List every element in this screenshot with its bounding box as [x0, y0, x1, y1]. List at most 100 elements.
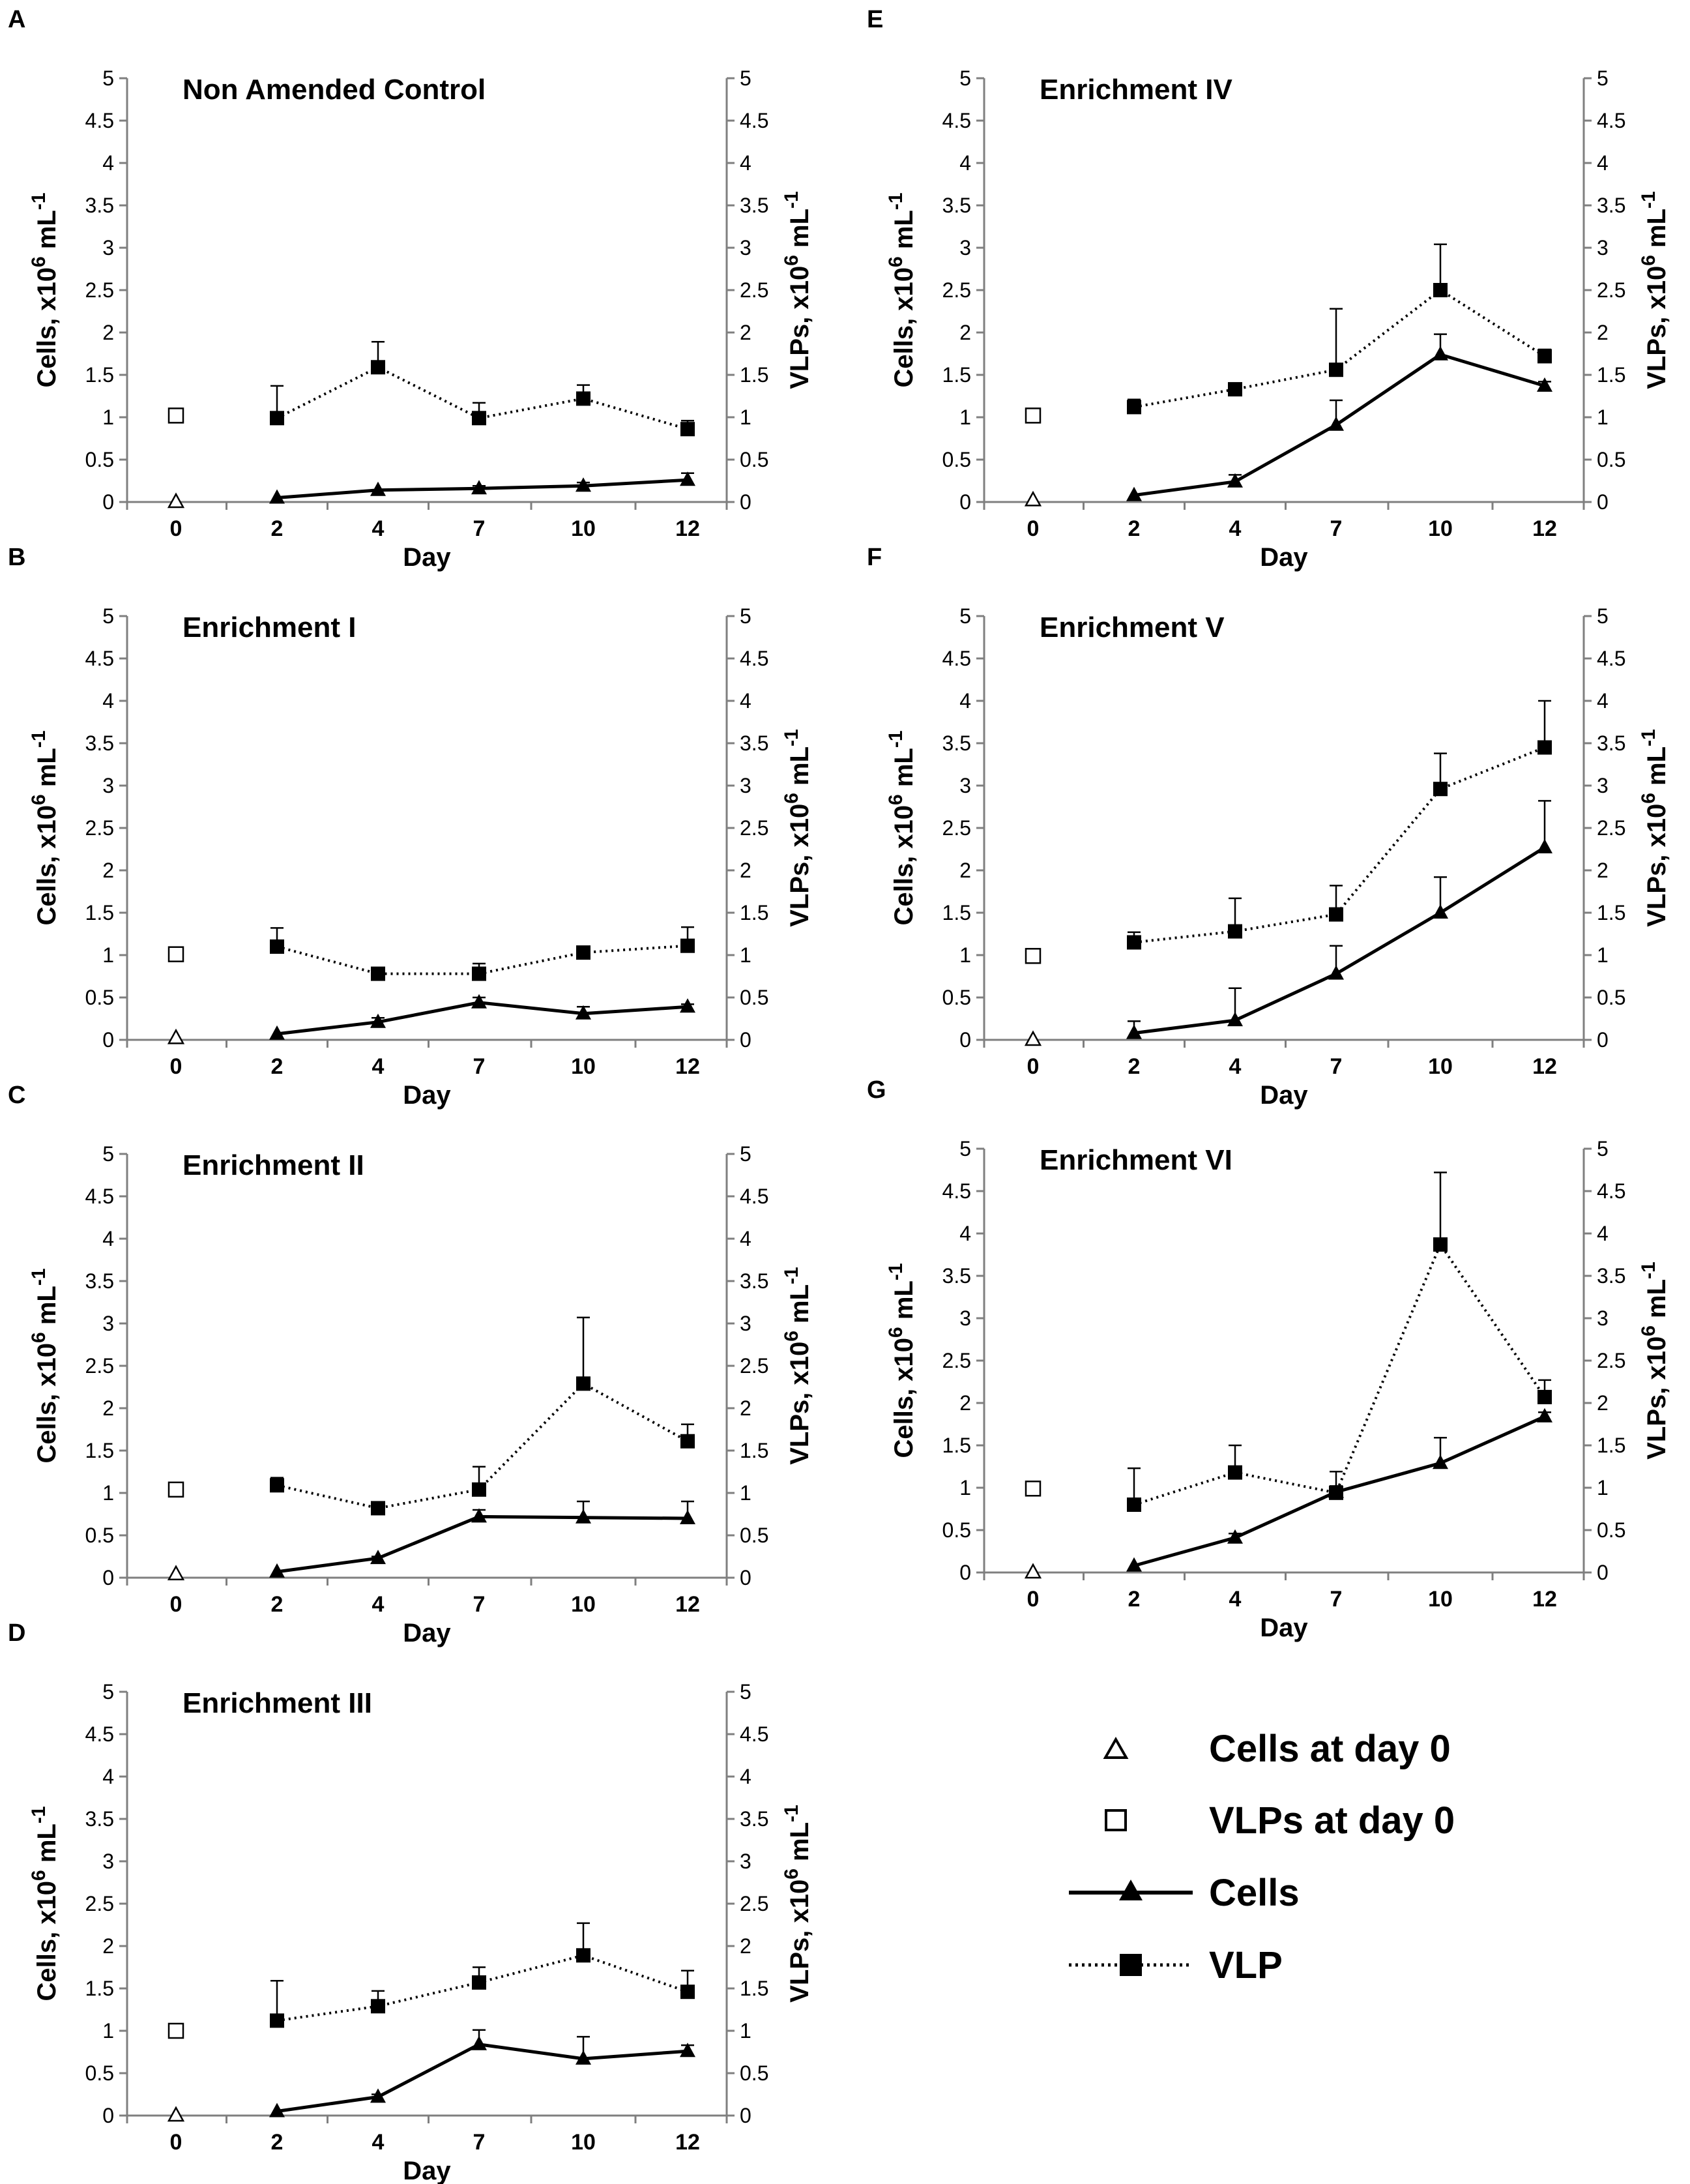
- vlp-point: [1127, 1498, 1141, 1512]
- vlp-point: [1228, 924, 1242, 939]
- x-tick-label: 7: [1330, 1054, 1343, 1079]
- axis-label-part: 6: [28, 1332, 50, 1343]
- axis-label-part: Cells, x10: [33, 1343, 61, 1464]
- left-tick-label: 1: [959, 1476, 971, 1499]
- left-tick-label: 1.5: [85, 1977, 114, 2000]
- vlp-point: [270, 939, 284, 954]
- vlps-day0-point: [168, 1481, 184, 1498]
- left-tick-label: 5: [102, 1680, 114, 1704]
- x-tick-label: 2: [271, 2130, 284, 2155]
- left-tick-label: 3.5: [85, 1807, 114, 1831]
- right-tick-label: 5: [1597, 1137, 1609, 1160]
- axis-label-part: Cells, x10: [33, 267, 61, 388]
- right-tick-label: 2.5: [1597, 278, 1625, 302]
- chart-title: Enrichment I: [182, 612, 357, 643]
- panel-c: C 0 0 0.5 0.5 1 1 1.5 1.5 2 2 2.5 2.5 3 3 3.5 3.5 4 4 4.5 4.…: [8, 1082, 814, 1647]
- axis-label-part: Cells, x10: [890, 1338, 918, 1458]
- x-tick-label: 0: [1027, 516, 1040, 541]
- cells-point: [1328, 965, 1344, 980]
- vlp-point: [576, 945, 590, 960]
- right-tick-label: 3: [1597, 774, 1609, 797]
- axis-label-part: VLPs, x10: [1642, 266, 1671, 389]
- filled-square-icon: [1120, 1954, 1142, 1976]
- right-tick-label: 1: [740, 943, 751, 967]
- right-tick-label: 2.5: [1597, 816, 1625, 840]
- panel-b: B 0 0 0.5 0.5 1 1 1.5 1.5 2 2 2.5 2.5 3 3 3.5 3.5 4 4 4.5 4.…: [8, 544, 814, 1110]
- left-tick-label: 3: [102, 236, 114, 259]
- vlp-point: [371, 966, 385, 981]
- open-square-icon: [1105, 1809, 1127, 1831]
- axis-label-part: mL: [890, 210, 918, 256]
- right-tick-label: 5: [1597, 604, 1609, 628]
- left-tick-label: 5: [102, 604, 114, 628]
- y-axis-title-left: Cells, x106 mL-1: [28, 192, 62, 387]
- vlp-point: [1537, 740, 1552, 755]
- vlps-day0-point: [1025, 1481, 1042, 1497]
- legend-item-vlps-day0: VLPs at day 0: [1105, 1799, 1455, 1842]
- legend-label-vlps-day0: VLPs at day 0: [1209, 1799, 1455, 1842]
- left-tick-label: 3.5: [85, 1269, 114, 1293]
- x-tick-label: 12: [675, 2130, 700, 2155]
- right-tick-label: 1: [740, 1481, 751, 1505]
- right-tick-label: 5: [740, 66, 751, 90]
- cells-point: [575, 1005, 591, 1020]
- axis-label-part: mL: [1642, 1279, 1671, 1325]
- left-tick-label: 0: [102, 1028, 114, 1052]
- left-tick-label: 0: [959, 490, 971, 514]
- left-tick-label: 1: [102, 943, 114, 967]
- x-tick-label: 7: [473, 516, 486, 541]
- x-tick-label: 4: [1229, 1587, 1242, 1612]
- right-tick-label: 1.5: [1597, 901, 1625, 924]
- axis-label-part: mL: [785, 746, 814, 793]
- x-tick-label: 0: [170, 1592, 182, 1617]
- right-tick-label: 0: [740, 490, 751, 514]
- panel-d: D 0 0 0.5 0.5 1 1 1.5 1.5 2 2 2.5 2.5 3 3 3.5 3.5 4 4 4.5 4.…: [8, 1619, 814, 2184]
- left-tick-label: 2.5: [85, 816, 114, 840]
- cells-point: [1537, 838, 1552, 853]
- right-tick-label: 2: [740, 1934, 751, 1958]
- axis-label-part: Cells, x10: [890, 805, 918, 926]
- right-tick-label: 0.5: [740, 986, 768, 1009]
- cells-point: [1126, 1557, 1142, 1572]
- axis-label-part: -1: [28, 730, 50, 748]
- vlp-point: [472, 411, 486, 426]
- vlp-point: [680, 938, 695, 953]
- axis-label-part: -1: [781, 1805, 802, 1822]
- vlp-series-line: [1133, 288, 1546, 409]
- x-tick-label: 4: [1229, 1054, 1242, 1079]
- axis-label-part: mL: [785, 209, 814, 255]
- right-tick-label: 3: [1597, 1306, 1609, 1330]
- y-axis-title-left: Cells, x106 mL-1: [885, 192, 919, 387]
- right-tick-label: 1.5: [1597, 363, 1625, 387]
- right-tick-label: 3.5: [740, 1807, 768, 1831]
- y-axis-title-right: VLPs, x106 mL-1: [1638, 729, 1672, 927]
- right-tick-label: 2: [740, 859, 751, 882]
- left-tick-label: 3: [959, 774, 971, 797]
- right-tick-label: 2.5: [740, 278, 768, 302]
- axis-label-part: 6: [28, 794, 50, 805]
- vlp-point: [1127, 935, 1141, 950]
- right-tick-label: 3.5: [1597, 1264, 1625, 1288]
- axis-label-part: -1: [28, 1806, 50, 1823]
- left-tick-label: 1.5: [85, 901, 114, 924]
- right-tick-label: 4.5: [740, 1185, 768, 1208]
- panel-letter-c: C: [8, 1082, 25, 1109]
- left-tick-label: 3: [959, 236, 971, 259]
- left-tick-label: 0: [102, 2104, 114, 2127]
- cells-point: [471, 1508, 487, 1523]
- cells-day0-point: [1024, 1030, 1042, 1046]
- x-axis-title: Day: [403, 1619, 451, 1647]
- right-tick-label: 2: [740, 321, 751, 344]
- y-axis-title-left: Cells, x106 mL-1: [28, 1806, 62, 2001]
- left-tick-label: 5: [102, 66, 114, 90]
- vlps-day0-point: [168, 946, 184, 962]
- vlp-point: [680, 422, 695, 437]
- right-tick-label: 4.5: [1597, 109, 1625, 132]
- filled-triangle-icon: [1119, 1880, 1143, 1900]
- right-tick-label: 2.5: [1597, 1349, 1625, 1372]
- cells-point: [575, 1509, 591, 1524]
- right-tick-label: 2: [740, 1396, 751, 1420]
- left-tick-label: 0: [102, 1566, 114, 1589]
- left-tick-label: 2.5: [85, 1892, 114, 1915]
- x-tick-label: 7: [1330, 1587, 1343, 1612]
